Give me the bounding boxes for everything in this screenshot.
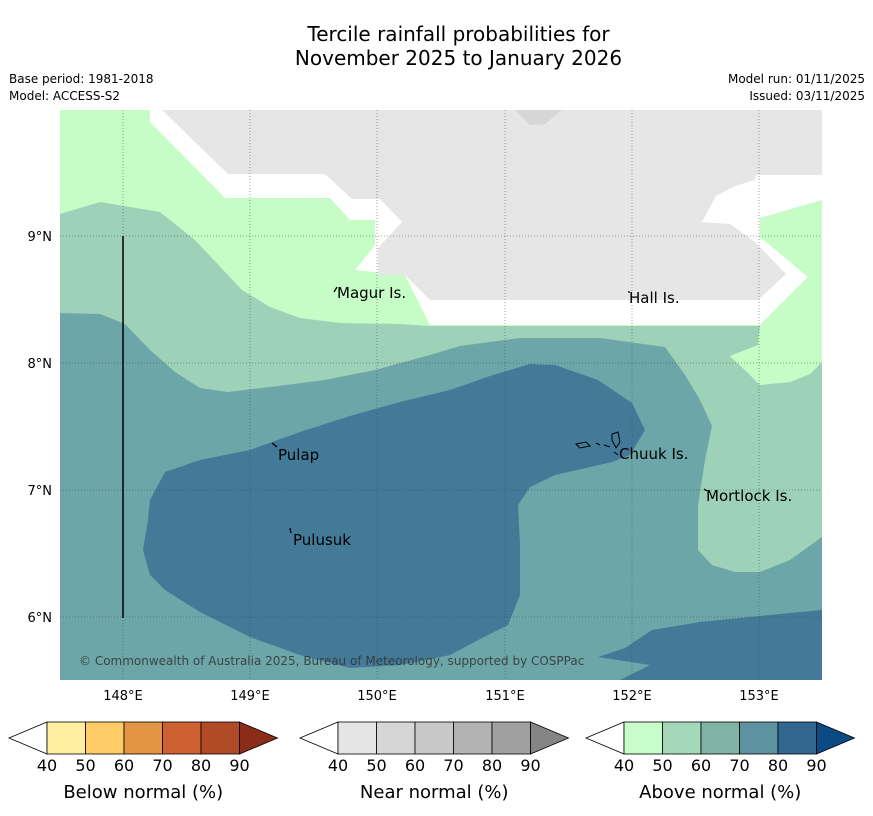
colorbar-near-bin-60	[414, 721, 454, 755]
place-labels: Magur Is. Hall Is. Pulap Chuuk Is. Mortl…	[278, 284, 792, 549]
colorbar-near-bin-40	[337, 721, 377, 755]
meta-right: Model run: 01/11/2025 Issued: 03/11/2025	[728, 71, 865, 105]
label-mortlock: Mortlock Is.	[706, 487, 792, 505]
base-period: Base period: 1981-2018	[9, 72, 154, 86]
label-pulusuk: Pulusuk	[293, 531, 351, 549]
lat-tick-7: 7°N	[28, 484, 53, 499]
colorbars: 40 50 60 70 80 90 Below normal (%) 40 50 60 70 80 90…	[7, 721, 856, 803]
colorbar-near-over-arrow	[530, 721, 570, 755]
colorbar-above-bin-80	[777, 721, 817, 755]
colorbar-above-under-arrow	[584, 721, 625, 755]
colorbar-above: 40 50 60 70 80 90 Above normal (%)	[584, 721, 856, 803]
lon-tick-148: 148°E	[103, 689, 143, 704]
issued-date: Issued: 03/11/2025	[749, 89, 865, 103]
chart-title: Tercile rainfall probabilities for Novem…	[0, 22, 873, 70]
colorbar-below: 40 50 60 70 80 90 Below normal (%)	[7, 721, 279, 803]
colorbar-below-under-arrow	[7, 721, 48, 755]
lon-tick-153: 153°E	[739, 689, 779, 704]
colorbar-near-tick: 70	[443, 756, 463, 775]
island-magur	[333, 286, 338, 293]
colorbar-near-label: Near normal (%)	[360, 782, 509, 803]
label-pulap: Pulap	[278, 446, 319, 464]
label-magur: Magur Is.	[337, 284, 406, 302]
colorbar-below-tick: 50	[75, 756, 95, 775]
island-pulap	[271, 442, 278, 448]
label-chuuk: Chuuk Is.	[619, 445, 688, 463]
colorbar-below-bin-70	[162, 721, 202, 755]
colorbar-above-tick: 90	[806, 756, 826, 775]
model-run: Model run: 01/11/2025	[727, 72, 865, 86]
colorbar-above-bin-50	[662, 721, 702, 755]
region-above-40-east	[730, 203, 822, 385]
colorbar-above-tick: 80	[768, 756, 788, 775]
colorbar-below-tick: 70	[152, 756, 172, 775]
lat-tick-8: 8°N	[28, 357, 53, 372]
colorbar-near: 40 50 60 70 80 90 Near normal (%)	[298, 721, 570, 803]
lon-tick-labels: 148°E 149°E 150°E 151°E 152°E 153°E	[103, 689, 779, 704]
title-line-2: November 2025 to January 2026	[294, 46, 623, 70]
colorbar-near-bin-70	[453, 721, 493, 755]
lon-tick-152: 152°E	[612, 689, 652, 704]
island-pulusuk	[289, 527, 292, 534]
colorbar-above-tick: 40	[614, 756, 634, 775]
colorbar-near-under-arrow	[298, 721, 339, 755]
colorbar-below-bin-50	[85, 721, 125, 755]
lon-tick-150: 150°E	[357, 689, 397, 704]
region-near-40	[162, 110, 822, 300]
colorbar-near-bin-50	[376, 721, 416, 755]
colorbar-below-tick: 40	[37, 756, 57, 775]
colorbar-below-tick: 90	[229, 756, 249, 775]
colorbar-above-tick: 70	[729, 756, 749, 775]
region-above-70	[143, 364, 645, 668]
lat-tick-labels: 9°N 8°N 7°N 6°N	[28, 230, 53, 626]
meta-left: Base period: 1981-2018 Model: ACCESS-S2	[9, 71, 154, 105]
copyright-notice: © Commonwealth of Australia 2025, Bureau…	[79, 654, 584, 668]
colorbar-below-bin-80	[200, 721, 240, 755]
colorbar-below-bin-60	[123, 721, 163, 755]
colorbar-below-tick: 60	[114, 756, 134, 775]
colorbar-near-tick: 60	[405, 756, 425, 775]
island-mortlock	[703, 488, 708, 492]
colorbar-near-tick: 80	[482, 756, 502, 775]
colorbar-below-label: Below normal (%)	[63, 782, 223, 803]
lat-tick-9: 9°N	[28, 230, 53, 245]
colorbar-above-bin-40	[623, 721, 663, 755]
colorbar-below-bin-40	[46, 721, 86, 755]
map-area: Magur Is. Hall Is. Pulap Chuuk Is. Mortl…	[60, 110, 822, 680]
label-hall: Hall Is.	[629, 289, 680, 307]
lon-tick-151: 151°E	[485, 689, 525, 704]
colorbar-above-tick: 50	[652, 756, 672, 775]
colorbar-above-bin-60	[700, 721, 740, 755]
region-above-70-southeast	[598, 610, 822, 680]
colorbar-below-over-arrow	[239, 721, 279, 755]
island-shapes	[271, 286, 708, 534]
colorbar-below-tick: 80	[191, 756, 211, 775]
lon-tick-149: 149°E	[230, 689, 270, 704]
region-near-50	[515, 110, 562, 125]
colorbar-above-over-arrow	[816, 721, 856, 755]
island-chuuk	[574, 431, 621, 456]
colorbar-near-tick: 90	[520, 756, 540, 775]
model-name: Model: ACCESS-S2	[9, 89, 121, 103]
colorbar-above-bin-70	[739, 721, 779, 755]
colorbar-near-tick: 50	[366, 756, 386, 775]
colorbar-near-tick: 40	[328, 756, 348, 775]
colorbar-near-bin-80	[491, 721, 531, 755]
title-line-1: Tercile rainfall probabilities for	[307, 22, 610, 46]
lat-tick-6: 6°N	[28, 611, 53, 626]
colorbar-above-tick: 60	[691, 756, 711, 775]
colorbar-above-label: Above normal (%)	[639, 782, 801, 803]
